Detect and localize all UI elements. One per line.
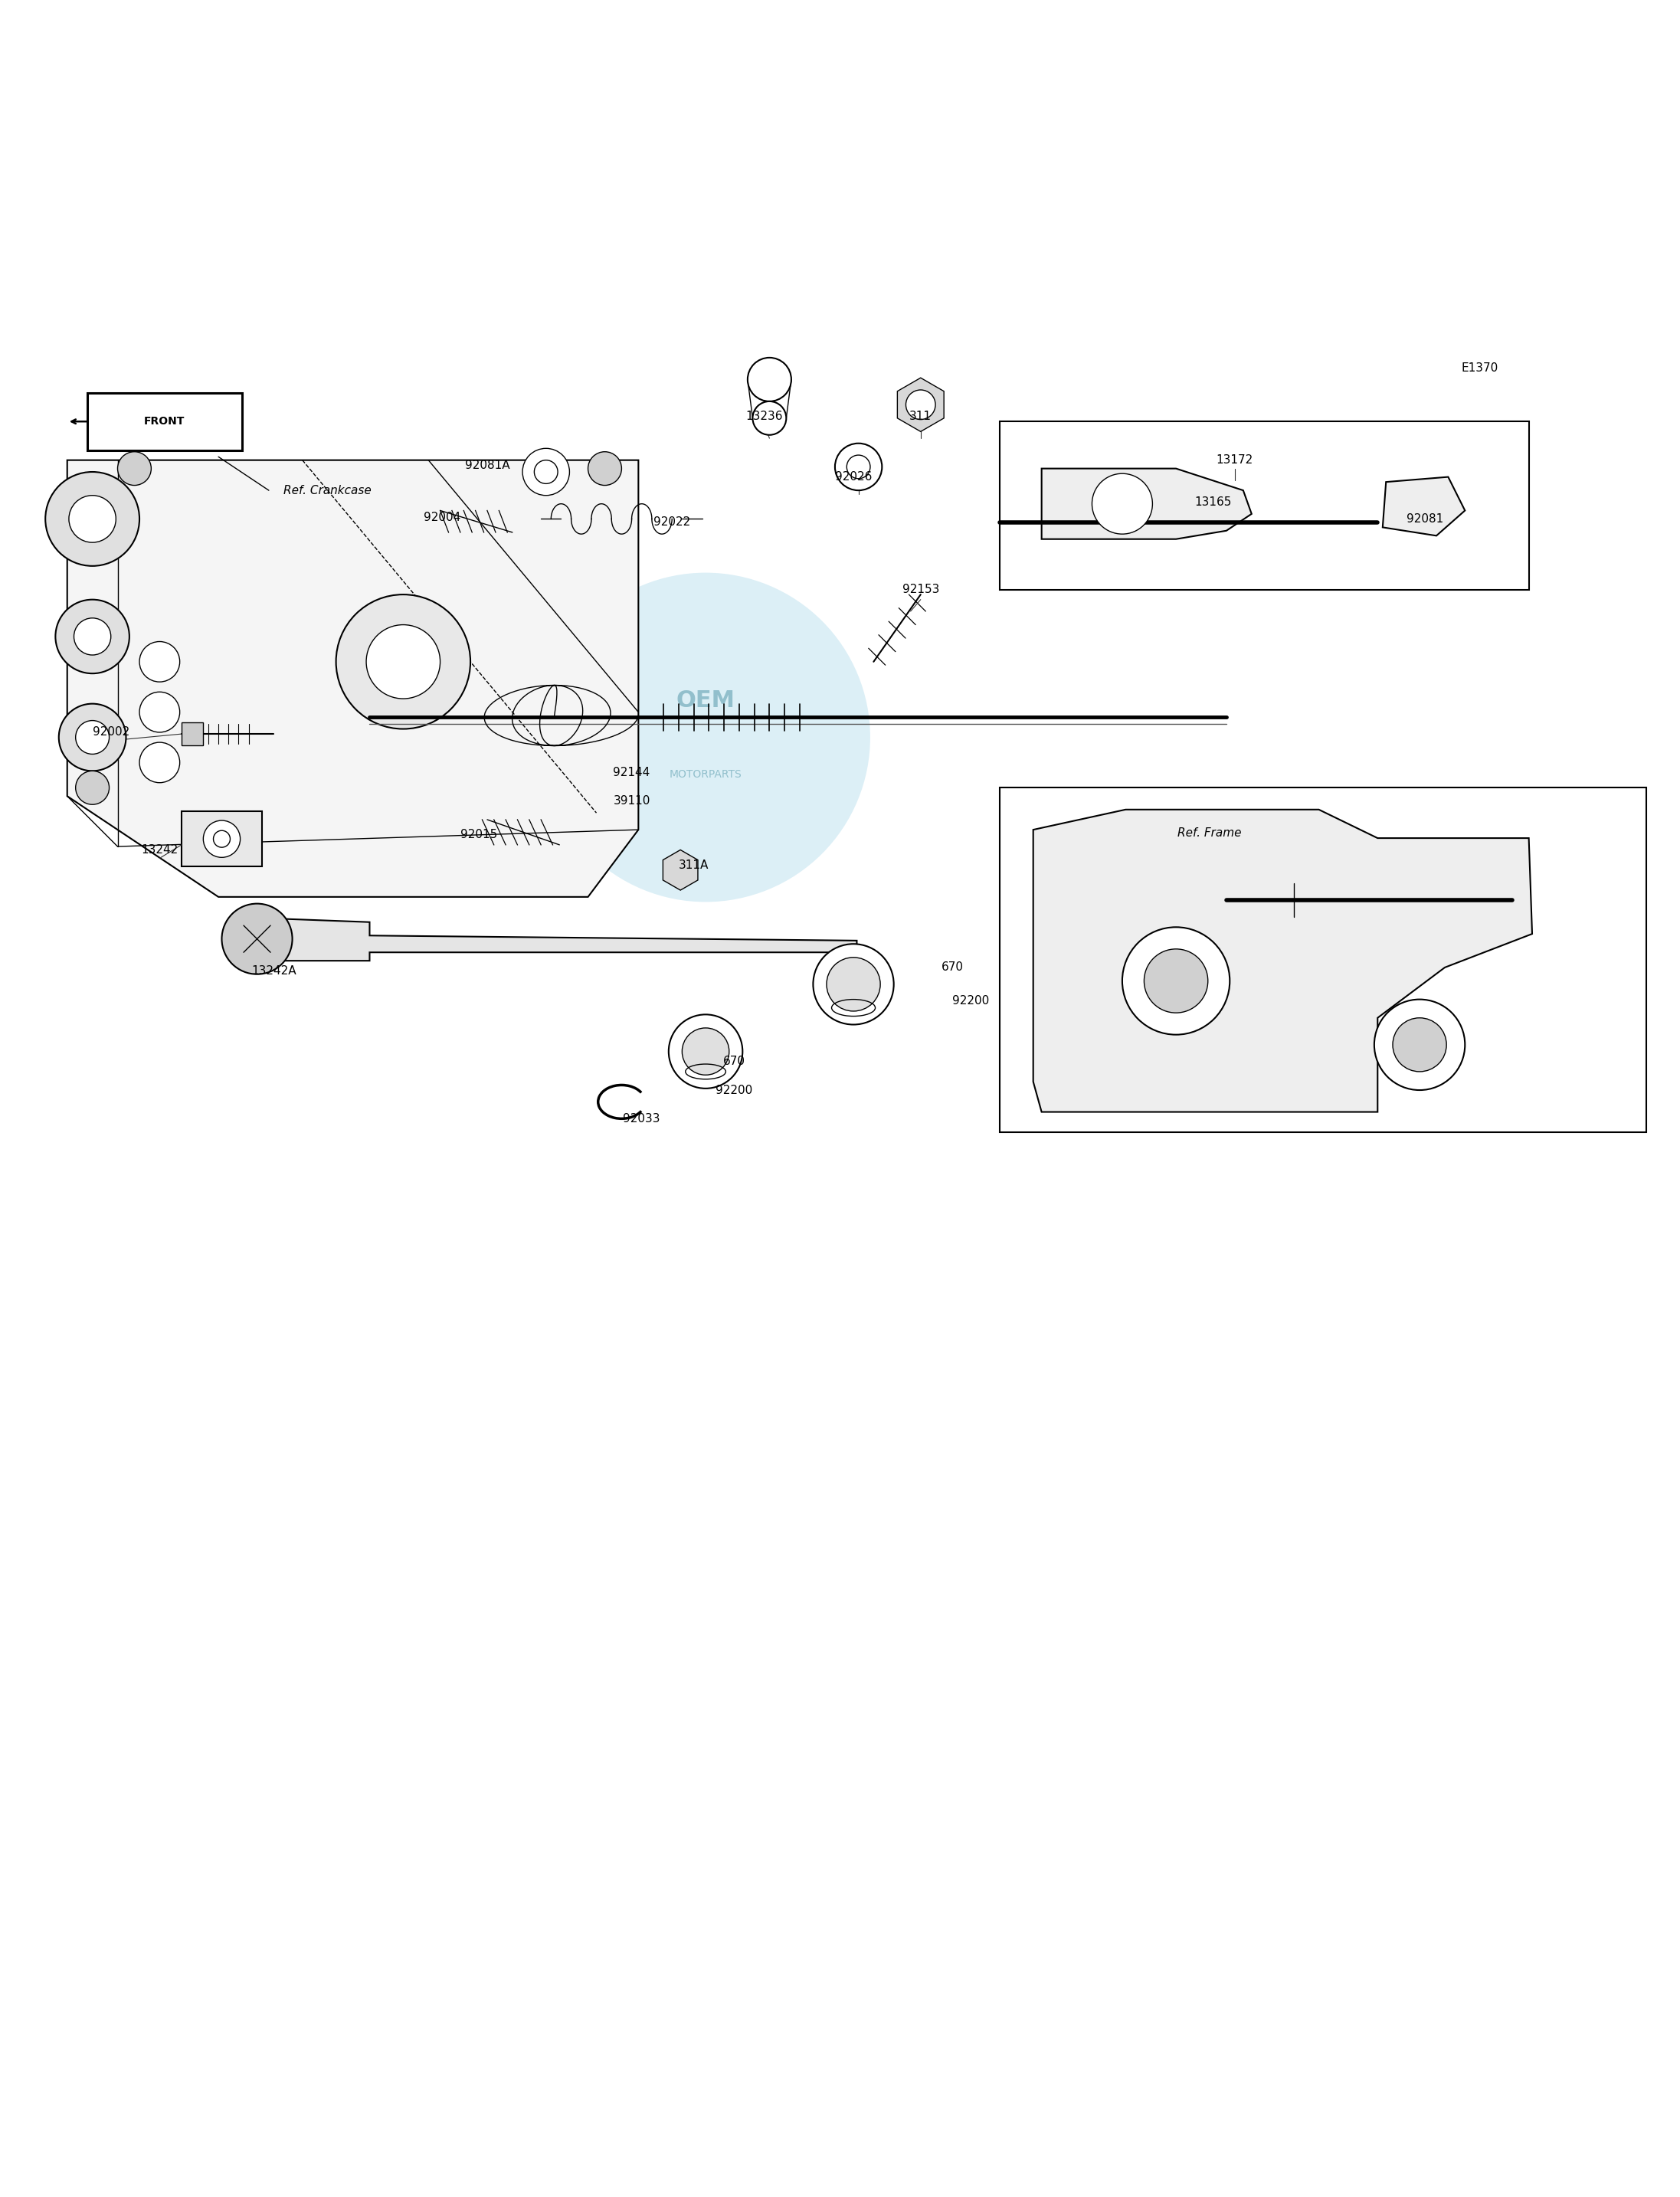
Text: FRONT: FRONT [144,415,185,426]
Circle shape [45,472,139,567]
FancyBboxPatch shape [181,811,262,866]
FancyBboxPatch shape [181,723,203,745]
Circle shape [1374,1000,1465,1090]
Text: 92015: 92015 [460,828,497,841]
Text: 13242: 13242 [141,844,178,855]
Circle shape [1393,1017,1446,1072]
Polygon shape [1033,808,1532,1112]
Text: 92153: 92153 [902,584,939,595]
Text: 670: 670 [722,1057,746,1068]
Circle shape [59,703,126,771]
Text: 92033: 92033 [623,1114,660,1125]
Circle shape [69,494,116,543]
Text: 13165: 13165 [1194,497,1231,508]
FancyBboxPatch shape [87,393,242,450]
FancyBboxPatch shape [1000,422,1529,589]
Text: MOTORPARTS: MOTORPARTS [669,769,743,780]
Circle shape [753,402,786,435]
Circle shape [222,903,292,973]
Circle shape [534,459,558,483]
Text: 92002: 92002 [92,727,129,738]
Polygon shape [1383,477,1465,536]
Text: 92200: 92200 [953,995,990,1006]
Text: Ref. Frame: Ref. Frame [1178,828,1242,839]
Circle shape [55,600,129,674]
Polygon shape [897,378,944,431]
Circle shape [76,771,109,804]
Text: 92081: 92081 [1406,514,1443,525]
Circle shape [366,624,440,699]
Circle shape [74,617,111,655]
Circle shape [139,642,180,681]
Text: 92081A: 92081A [465,459,509,470]
Circle shape [1122,927,1230,1035]
Circle shape [813,945,894,1024]
Circle shape [588,453,622,486]
Circle shape [213,830,230,848]
Circle shape [835,444,882,490]
Circle shape [118,453,151,486]
Polygon shape [227,916,857,960]
Text: 13236: 13236 [746,411,783,422]
Text: 92200: 92200 [716,1085,753,1096]
Polygon shape [67,459,638,896]
Text: 311A: 311A [679,859,709,870]
Text: 13172: 13172 [1216,455,1253,466]
Text: 92004: 92004 [423,512,460,523]
Circle shape [1144,949,1208,1013]
Circle shape [522,448,570,494]
Polygon shape [664,850,697,890]
Circle shape [847,455,870,479]
Circle shape [541,573,870,903]
Circle shape [203,819,240,857]
Circle shape [682,1028,729,1074]
Polygon shape [1042,468,1252,538]
Circle shape [748,358,791,402]
Circle shape [76,721,109,754]
Circle shape [139,692,180,732]
Text: 670: 670 [941,962,964,973]
Text: 311: 311 [909,411,932,422]
Text: 13242A: 13242A [252,964,296,978]
FancyBboxPatch shape [1000,789,1646,1131]
Circle shape [336,595,470,729]
Text: 92022: 92022 [654,516,690,527]
Text: 92144: 92144 [613,767,650,778]
Text: Ref. Crankcase: Ref. Crankcase [284,486,371,497]
Circle shape [139,743,180,782]
Circle shape [669,1015,743,1088]
Circle shape [1092,475,1152,534]
Text: E1370: E1370 [1462,363,1499,373]
Text: 92026: 92026 [835,470,872,483]
Circle shape [906,389,936,420]
Text: OEM: OEM [675,690,736,712]
Circle shape [827,958,880,1011]
Text: 39110: 39110 [613,795,650,806]
